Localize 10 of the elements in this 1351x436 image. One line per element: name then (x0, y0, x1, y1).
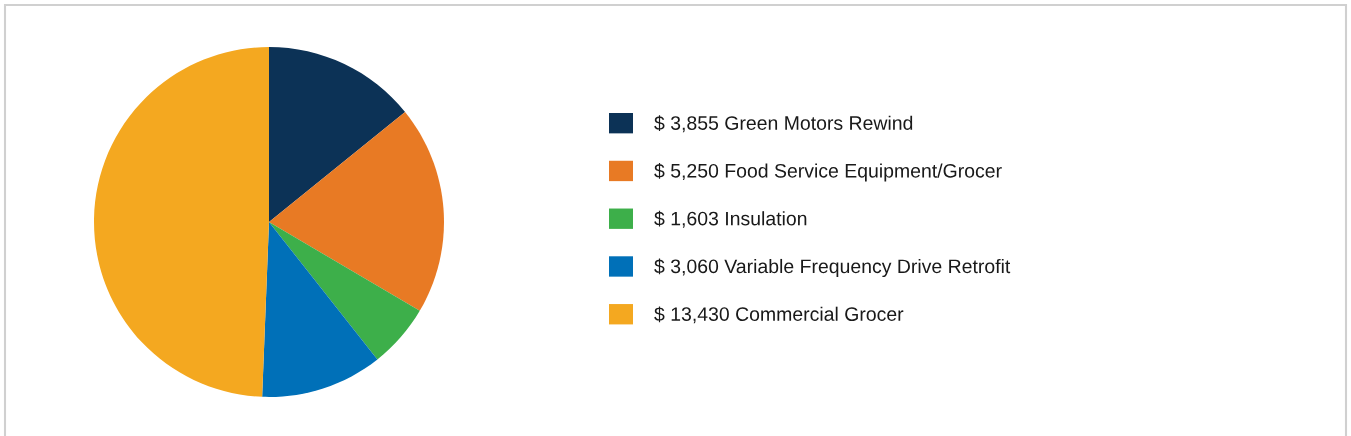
legend-label: $ 3,855 Green Motors Rewind (654, 115, 913, 133)
legend-label: $ 1,603 Insulation (654, 210, 807, 228)
pie-slice (94, 47, 269, 397)
pie-slice (262, 222, 378, 397)
legend-label: $ 5,250 Food Service Equipment/Grocer (654, 163, 1002, 182)
pie-slice (269, 222, 420, 360)
legend-label: $ 3,060 Variable Frequency Drive Retrofit (654, 258, 1011, 278)
legend-label: $ 13,430 Commercial Grocer (654, 306, 904, 324)
pie-slice (269, 111, 444, 311)
pie-slice (269, 47, 406, 222)
